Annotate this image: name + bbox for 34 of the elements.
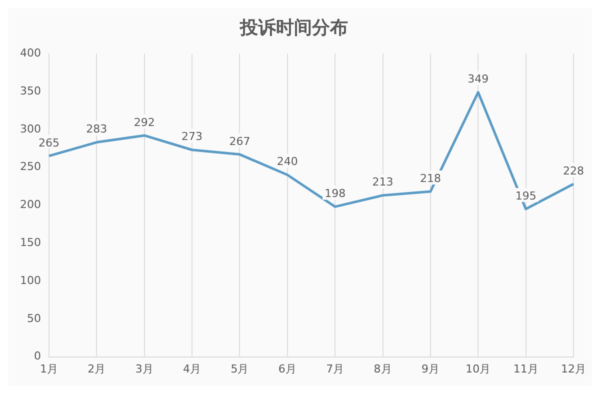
x-tick-label: 2月 (88, 362, 106, 376)
data-label: 349 (468, 72, 489, 86)
data-label: 240 (276, 155, 298, 168)
x-tick-label: 9月 (421, 362, 440, 376)
data-label: 213 (372, 176, 394, 189)
chart-title: 投诉时间分布 (239, 17, 348, 38)
x-tick-label: 7月 (326, 362, 344, 376)
data-label: 218 (420, 172, 441, 185)
data-label: 265 (38, 136, 60, 150)
x-tick-label: 6月 (278, 362, 296, 376)
data-label: 292 (134, 116, 155, 129)
y-tick-label: 150 (20, 236, 41, 249)
y-tick-label: 400 (20, 46, 41, 60)
y-tick-label: 250 (20, 160, 41, 174)
y-tick-label: 300 (20, 122, 41, 136)
x-tick-label: 11月 (513, 362, 538, 376)
x-tick-label: 10月 (466, 362, 491, 376)
data-label: 283 (86, 122, 108, 136)
data-label: 273 (182, 130, 203, 144)
data-label: 267 (229, 134, 250, 148)
y-tick-label: 100 (20, 274, 41, 287)
y-tick-label: 350 (20, 84, 41, 98)
x-tick-label: 5月 (230, 362, 249, 376)
y-tick-label: 200 (20, 198, 41, 212)
data-label: 198 (324, 187, 346, 200)
data-label: 228 (563, 164, 584, 178)
y-tick-label: 50 (26, 312, 41, 325)
y-tick-label: 0 (34, 350, 41, 363)
x-tick-label: 4月 (183, 362, 202, 376)
x-tick-label: 12月 (561, 362, 586, 376)
x-tick-label: 8月 (374, 362, 392, 376)
x-tick-label: 3月 (135, 362, 154, 376)
data-label: 195 (515, 189, 536, 202)
x-tick-label: 1月 (40, 362, 58, 376)
